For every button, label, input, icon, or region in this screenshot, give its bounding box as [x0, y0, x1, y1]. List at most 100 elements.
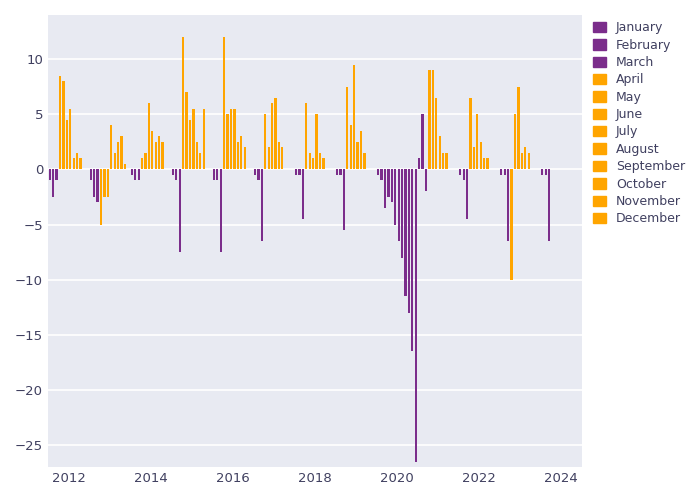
Bar: [178, 170, 181, 252]
Bar: [18, 92, 20, 170]
Bar: [172, 170, 174, 175]
Bar: [480, 142, 482, 170]
Bar: [237, 142, 239, 170]
Bar: [113, 153, 116, 170]
Bar: [514, 114, 516, 170]
Bar: [353, 64, 356, 170]
Bar: [507, 170, 510, 241]
Bar: [233, 108, 236, 170]
Bar: [227, 114, 229, 170]
Bar: [32, 158, 34, 170]
Bar: [346, 86, 349, 170]
Bar: [66, 120, 68, 170]
Bar: [421, 114, 424, 170]
Bar: [302, 170, 304, 219]
Bar: [500, 170, 503, 175]
Bar: [175, 170, 177, 180]
Bar: [25, 92, 27, 170]
Bar: [360, 131, 362, 170]
Bar: [336, 170, 338, 175]
Bar: [220, 170, 222, 252]
Bar: [21, 131, 24, 170]
Bar: [79, 158, 82, 170]
Bar: [90, 170, 92, 180]
Bar: [380, 170, 383, 180]
Bar: [466, 170, 468, 219]
Bar: [428, 70, 430, 170]
Bar: [240, 136, 242, 170]
Bar: [548, 170, 550, 241]
Bar: [110, 126, 113, 170]
Bar: [541, 170, 543, 175]
Bar: [62, 81, 64, 170]
Bar: [510, 170, 512, 280]
Bar: [213, 170, 215, 180]
Bar: [401, 170, 403, 258]
Bar: [295, 170, 298, 175]
Bar: [343, 170, 345, 230]
Bar: [486, 158, 489, 170]
Bar: [117, 142, 119, 170]
Bar: [196, 142, 198, 170]
Bar: [28, 98, 30, 170]
Bar: [384, 170, 386, 208]
Bar: [55, 170, 57, 180]
Bar: [414, 170, 417, 462]
Bar: [309, 153, 311, 170]
Bar: [363, 153, 365, 170]
Bar: [418, 158, 420, 170]
Bar: [52, 170, 54, 197]
Bar: [93, 170, 95, 197]
Bar: [435, 98, 438, 170]
Bar: [73, 158, 75, 170]
Bar: [186, 92, 188, 170]
Bar: [442, 153, 444, 170]
Bar: [193, 108, 195, 170]
Bar: [476, 114, 479, 170]
Bar: [264, 114, 267, 170]
Bar: [521, 153, 523, 170]
Bar: [182, 37, 184, 170]
Bar: [305, 103, 307, 170]
Bar: [298, 170, 300, 175]
Bar: [439, 136, 441, 170]
Bar: [258, 170, 260, 180]
Bar: [48, 170, 51, 180]
Bar: [356, 142, 358, 170]
Bar: [141, 158, 144, 170]
Bar: [137, 170, 140, 180]
Bar: [411, 170, 414, 352]
Bar: [405, 170, 407, 296]
Bar: [35, 153, 37, 170]
Bar: [470, 98, 472, 170]
Bar: [104, 170, 106, 197]
Bar: [432, 70, 434, 170]
Bar: [151, 131, 153, 170]
Bar: [391, 170, 393, 202]
Bar: [260, 170, 263, 241]
Bar: [398, 170, 400, 241]
Bar: [278, 142, 280, 170]
Bar: [189, 120, 191, 170]
Bar: [76, 153, 78, 170]
Bar: [340, 170, 342, 175]
Bar: [445, 153, 448, 170]
Bar: [274, 98, 277, 170]
Bar: [216, 170, 218, 180]
Bar: [106, 170, 109, 197]
Bar: [162, 142, 164, 170]
Bar: [349, 126, 352, 170]
Bar: [528, 153, 530, 170]
Bar: [97, 170, 99, 202]
Bar: [271, 103, 273, 170]
Bar: [322, 158, 325, 170]
Bar: [463, 170, 465, 180]
Bar: [394, 170, 396, 224]
Bar: [59, 76, 61, 170]
Bar: [473, 148, 475, 170]
Bar: [155, 142, 157, 170]
Bar: [408, 170, 410, 313]
Bar: [281, 148, 284, 170]
Bar: [377, 170, 379, 175]
Bar: [144, 153, 146, 170]
